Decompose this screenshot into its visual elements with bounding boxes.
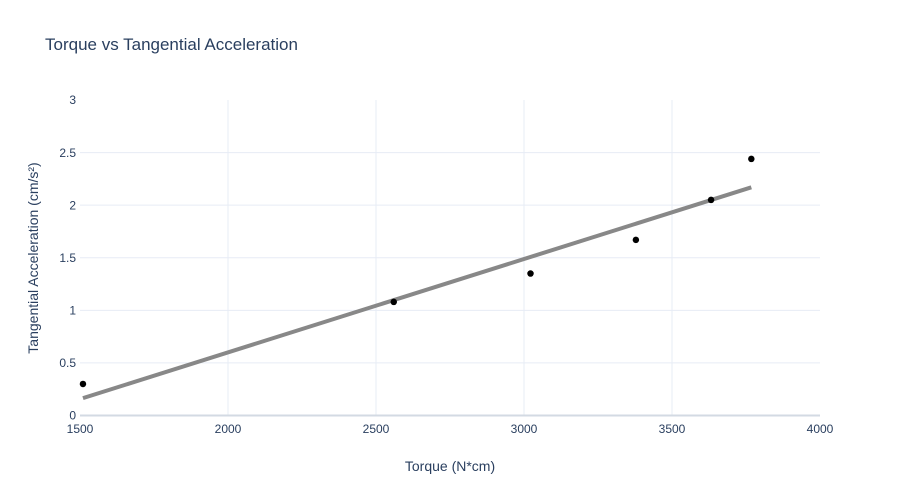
- trend-line: [82, 185, 752, 401]
- horizontal-gridlines: [80, 152, 820, 364]
- y-tick-label: 0.5: [59, 356, 76, 370]
- x-tick-labels: 1500 2000 2500 3000 3500 4000: [67, 422, 834, 436]
- y-tick-label: 0: [69, 409, 76, 423]
- y-tick-label: 1.5: [59, 251, 76, 265]
- x-tick-label: 2000: [215, 422, 242, 436]
- x-tick-label: 2500: [363, 422, 390, 436]
- scatter-series: [79, 155, 755, 388]
- x-axis-title: Torque (N*cm): [405, 458, 495, 474]
- x-tick-label: 1500: [67, 422, 94, 436]
- y-tick-label: 2: [69, 198, 76, 212]
- x-tick-label: 3500: [659, 422, 686, 436]
- data-point: [707, 196, 715, 204]
- y-axis-title: Tangential Acceleration (cm/s²): [25, 162, 41, 353]
- y-tick-labels: 0 0.5 1 1.5 2 2.5 3: [59, 93, 76, 423]
- x-tick-label: 3000: [511, 422, 538, 436]
- data-point: [632, 236, 640, 244]
- data-point: [748, 155, 755, 163]
- y-tick-label: 3: [69, 93, 76, 107]
- y-tick-label: 1: [69, 304, 76, 318]
- x-tick-label: 4000: [807, 422, 834, 436]
- trendline-series: [82, 185, 752, 401]
- chart-title: Torque vs Tangential Acceleration: [45, 35, 298, 54]
- data-point: [79, 380, 87, 388]
- data-point: [527, 270, 534, 277]
- y-tick-label: 2.5: [59, 146, 76, 160]
- data-point: [390, 298, 398, 306]
